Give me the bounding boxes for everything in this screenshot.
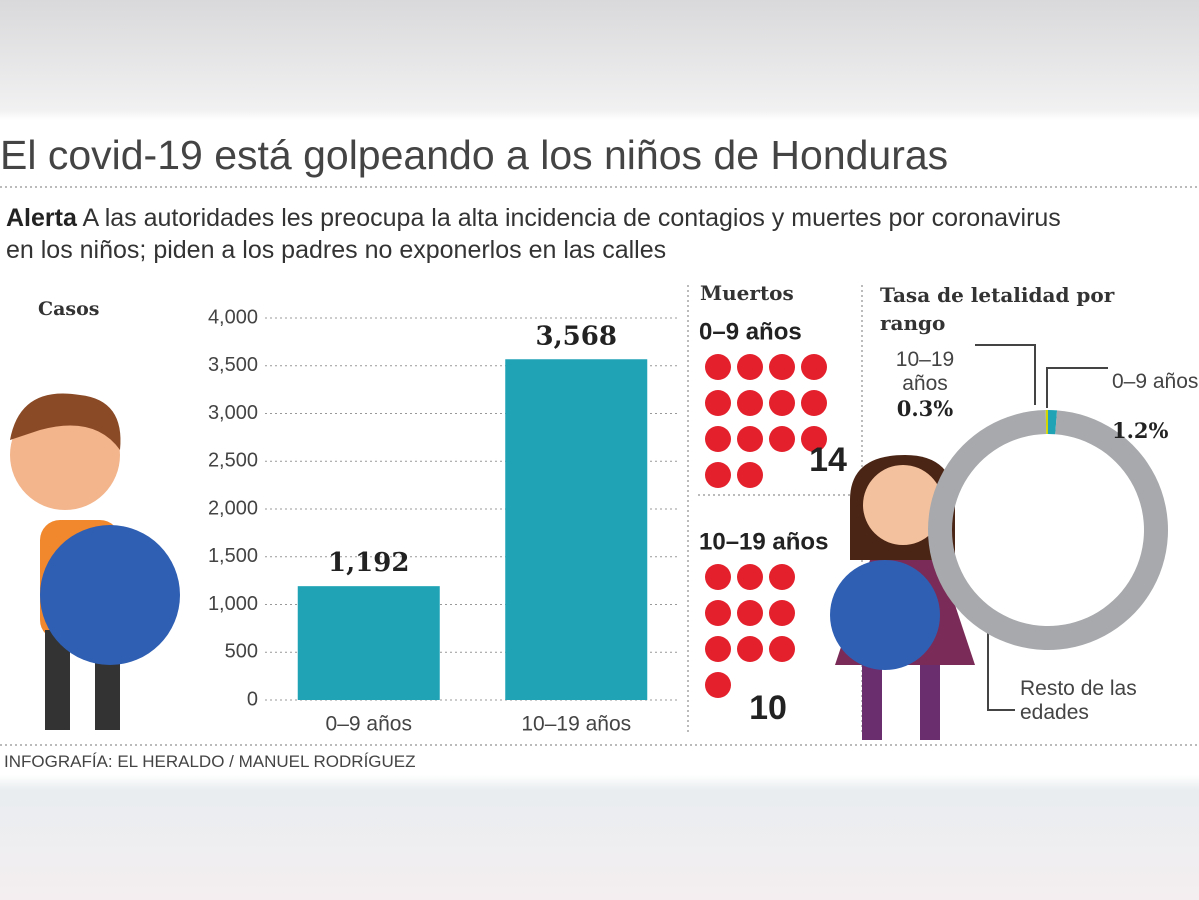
death-dot	[705, 564, 731, 590]
y-tick-label: 1,000	[208, 593, 258, 615]
group-label: 0–9 años	[699, 318, 802, 345]
y-tick-label: 1,500	[208, 545, 258, 567]
x-tick-label: 10–19 años	[521, 713, 631, 736]
death-dot	[737, 426, 763, 452]
leader-line	[987, 632, 1015, 711]
slice-label: 0–9 años	[1112, 370, 1199, 393]
chart-title: Casos	[38, 298, 100, 320]
death-dot	[801, 426, 827, 452]
death-dot	[769, 600, 795, 626]
y-tick-label: 3,000	[208, 402, 258, 424]
y-tick-label: 4,000	[208, 306, 258, 328]
y-tick-label: 500	[225, 641, 258, 663]
y-tick-label: 3,500	[208, 354, 258, 376]
slice-value: 1.2%	[1112, 418, 1169, 443]
death-dot	[705, 426, 731, 452]
slice-value: 0.3%	[896, 396, 954, 421]
death-dot	[705, 636, 731, 662]
lead: Alerta	[6, 204, 77, 232]
subtitle-text: A las autoridades les preocupa la alta i…	[6, 204, 1061, 264]
boy-illustration	[10, 393, 180, 730]
title: El covid-19 está golpeando a los niños d…	[0, 132, 949, 178]
death-dot	[737, 390, 763, 416]
death-dot	[769, 426, 795, 452]
death-dot	[705, 354, 731, 380]
slice-label: Resto de las edades	[1020, 677, 1137, 724]
death-dot	[737, 636, 763, 662]
subtitle: Alerta A las autoridades les preocupa la…	[6, 202, 1086, 266]
death-dot	[801, 354, 827, 380]
chart-title: Tasa de letalidad por rango	[880, 283, 1115, 335]
bar	[297, 586, 440, 700]
death-dot	[769, 354, 795, 380]
y-tick-label: 2,000	[208, 497, 258, 519]
death-dot	[737, 462, 763, 488]
credit: INFOGRAFÍA: EL HERALDO / MANUEL RODRÍGUE…	[4, 752, 416, 771]
slice-label: 10–19 años	[895, 348, 955, 395]
value-label: 1,192	[328, 548, 409, 578]
y-tick-label: 0	[247, 688, 258, 710]
death-dot	[769, 636, 795, 662]
leader-line	[975, 344, 1036, 405]
x-tick-label: 0–9 años	[326, 713, 412, 736]
death-dot	[769, 564, 795, 590]
death-dot	[705, 390, 731, 416]
total-label: 14	[809, 441, 847, 479]
y-tick-label: 2,500	[208, 450, 258, 472]
donut-slice	[928, 410, 1169, 650]
death-dot	[705, 672, 731, 698]
total-label: 10	[749, 689, 787, 727]
death-dot	[769, 390, 795, 416]
bar	[505, 359, 648, 700]
girl-illustration	[830, 455, 975, 740]
death-dot	[801, 390, 827, 416]
death-dot	[737, 600, 763, 626]
death-dot	[737, 564, 763, 590]
death-dot	[737, 354, 763, 380]
group-label: 10–19 años	[699, 528, 828, 555]
leader-line	[1046, 367, 1108, 408]
donut-slice	[1048, 410, 1058, 435]
donut-slice	[1045, 410, 1048, 435]
chart-title: Muertos	[700, 281, 794, 305]
death-dot	[705, 600, 731, 626]
value-label: 3,568	[536, 321, 617, 351]
death-dot	[705, 462, 731, 488]
